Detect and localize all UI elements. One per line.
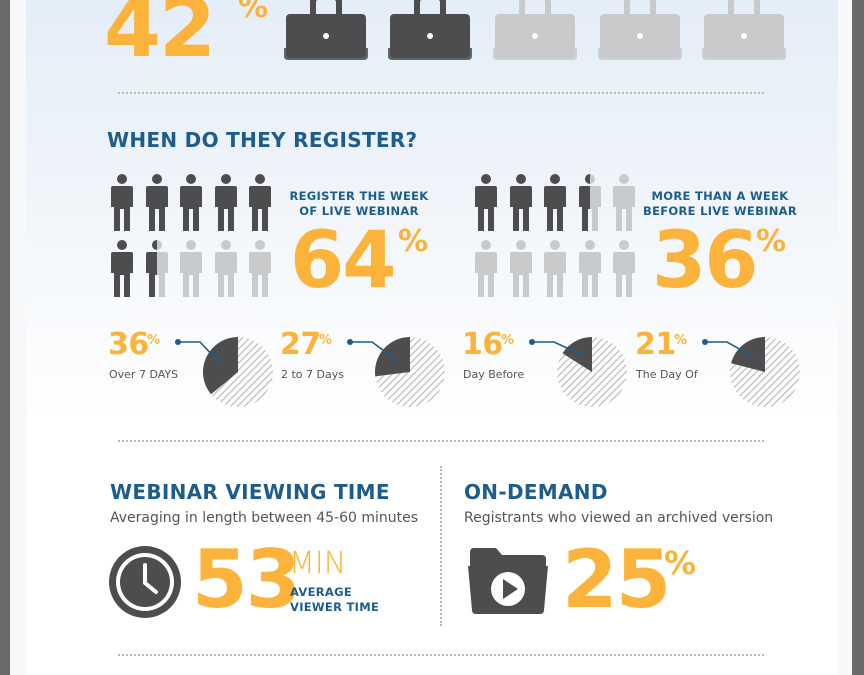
- divider: [118, 92, 764, 94]
- person-icon: [579, 174, 602, 231]
- pie-chart: [702, 337, 800, 407]
- viewing-caption: AVERAGE VIEWER TIME: [290, 585, 380, 614]
- pie-unit: %: [147, 333, 161, 348]
- on-demand-title: ON-DEMAND: [464, 480, 608, 504]
- person-icon: [509, 174, 533, 232]
- person-icon: [179, 174, 203, 232]
- viewing-value: 53: [192, 533, 301, 626]
- more-than-week-value: 36: [652, 216, 759, 306]
- leader-line: [350, 341, 397, 360]
- person-icon: [474, 240, 498, 298]
- clock-icon: [109, 546, 181, 618]
- pie-group: 27% 2 to 7 Days: [280, 330, 450, 410]
- person-icon: [146, 240, 169, 297]
- pie-label: 2 to 7 Days: [281, 368, 344, 381]
- on-demand-unit: %: [664, 544, 697, 582]
- person-icon: [110, 174, 134, 232]
- viewing-subtitle: Averaging in length between 45-60 minute…: [110, 510, 419, 526]
- on-demand-value: 25: [562, 533, 671, 626]
- leader-line: [532, 341, 584, 356]
- pie-label: Day Before: [463, 368, 525, 381]
- more-than-week-unit: %: [756, 224, 787, 259]
- person-icon: [214, 174, 238, 232]
- week-of-value: 64: [290, 216, 397, 306]
- person-icon: [248, 174, 272, 232]
- week-of-label: REGISTER THE WEEK OF LIVE WEBINAR: [289, 189, 429, 218]
- pie-chart: [347, 337, 445, 407]
- person-icon: [578, 240, 602, 298]
- person-icon: [543, 240, 567, 298]
- viewing-unit: MIN: [289, 546, 347, 581]
- pie-value: 21: [635, 327, 676, 362]
- person-icon: [612, 174, 636, 232]
- person-icon: [145, 174, 169, 232]
- leader-line: [705, 341, 754, 358]
- person-icon: [248, 240, 272, 298]
- laptop-icon: [598, 0, 682, 60]
- vertical-divider: [440, 466, 442, 626]
- more-than-week-label: MORE THAN A WEEK BEFORE LIVE WEBINAR: [643, 189, 797, 218]
- week-of-unit: %: [398, 224, 429, 259]
- people-grid-more-than-week: [474, 174, 644, 300]
- pie-value: 27: [280, 327, 321, 362]
- pie-value: 16: [462, 327, 503, 362]
- pie-unit: %: [674, 333, 688, 348]
- pie-group: 21% The Day Of: [635, 330, 805, 410]
- pie-value: 36: [108, 327, 149, 362]
- person-icon: [179, 240, 203, 298]
- person-icon: [474, 174, 498, 232]
- on-demand-subtitle: Registrants who viewed an archived versi…: [464, 510, 774, 526]
- pie-label: Over 7 DAYS: [109, 368, 179, 381]
- laptop-icon: [493, 0, 577, 60]
- pie-slice: [562, 337, 592, 372]
- person-icon: [509, 240, 533, 298]
- viewing-title: WEBINAR VIEWING TIME: [110, 480, 390, 504]
- person-icon: [612, 240, 636, 298]
- people-grid-week-of: [110, 174, 280, 300]
- person-icon: [543, 174, 567, 232]
- divider: [118, 440, 764, 442]
- divider: [118, 654, 764, 656]
- pie-group: 16% Day Before: [462, 330, 632, 410]
- top-stat-value: 42: [104, 0, 216, 76]
- video-folder-icon: [468, 548, 548, 614]
- pie-slice: [203, 337, 238, 395]
- person-icon: [214, 240, 238, 298]
- leader-line: [178, 341, 222, 365]
- infographic-panel: 42 % WHEN DO THEY REGISTER? REG: [26, 0, 838, 675]
- person-icon: [110, 240, 134, 298]
- laptop-icon: [702, 0, 786, 60]
- pie-group: 36% Over 7 DAYS: [108, 330, 278, 410]
- register-title: WHEN DO THEY REGISTER?: [107, 128, 418, 152]
- laptop-icon: [388, 0, 472, 60]
- pie-unit: %: [501, 333, 515, 348]
- pie-chart: [175, 337, 273, 407]
- pie-chart: [529, 337, 627, 407]
- top-stat-unit: %: [238, 0, 269, 25]
- pie-label: The Day Of: [636, 368, 698, 381]
- infographic-sheet: 42 % WHEN DO THEY REGISTER? REG: [10, 0, 852, 675]
- pie-unit: %: [319, 333, 333, 348]
- laptop-icon: [284, 0, 368, 60]
